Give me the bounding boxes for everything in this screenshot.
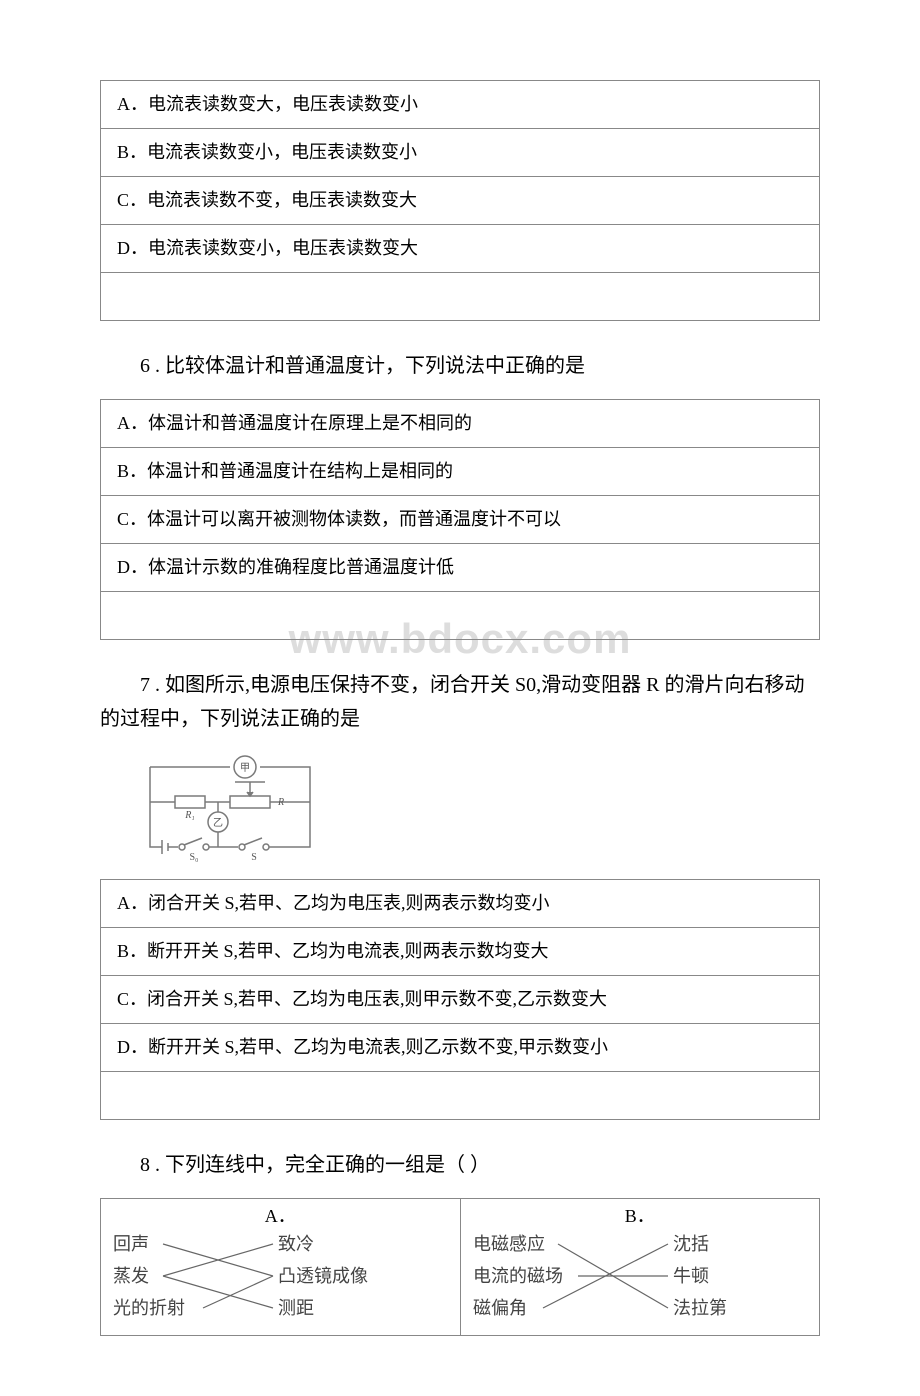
q5-options-table: A．电流表读数变大，电压表读数变小 B．电流表读数变小，电压表读数变小 C．电流… bbox=[100, 80, 820, 321]
q7-empty-row bbox=[101, 1072, 820, 1120]
circuit-svg: 甲 乙 R₁ R S₀ S bbox=[130, 752, 330, 862]
q6-option-a: A．体温计和普通温度计在原理上是不相同的 bbox=[101, 400, 820, 448]
q6-options-table: A．体温计和普通温度计在原理上是不相同的 B．体温计和普通温度计在结构上是相同的… bbox=[100, 399, 820, 640]
q8a-l0: 回声 bbox=[113, 1234, 149, 1254]
q8-b-diagram: 电磁感应 电流的磁场 磁偏角 沈括 牛顿 法拉第 bbox=[473, 1230, 763, 1322]
q8-a-label: A． bbox=[113, 1205, 448, 1228]
q6-option-c: C．体温计可以离开被测物体读数，而普通温度计不可以 bbox=[101, 496, 820, 544]
q8a-l1: 蒸发 bbox=[113, 1266, 149, 1286]
q6-empty-row bbox=[101, 592, 820, 640]
q8b-l0: 电磁感应 bbox=[473, 1234, 545, 1254]
q6-option-d: D．体温计示数的准确程度比普通温度计低 bbox=[101, 544, 820, 592]
q8b-r2: 法拉第 bbox=[673, 1298, 727, 1318]
q5-empty-row bbox=[101, 273, 820, 321]
q7-option-a: A．闭合开关 S,若甲、乙均为电压表,则两表示数均变小 bbox=[101, 880, 820, 928]
q7-stem: 7 . 如图所示,电源电压保持不变，闭合开关 S0,滑动变阻器 R 的滑片向右移… bbox=[100, 668, 820, 736]
q5-option-c: C．电流表读数不变，电压表读数变大 bbox=[101, 177, 820, 225]
q8-a-diagram: 回声 蒸发 光的折射 致冷 凸透镜成像 测距 bbox=[113, 1230, 403, 1322]
q8-cell-b: B． 电磁感应 电流的磁场 磁偏角 沈括 牛顿 法拉第 bbox=[460, 1199, 820, 1336]
q8-stem: 8 . 下列连线中，完全正确的一组是（ ） bbox=[100, 1148, 820, 1182]
q7-option-b: B．断开开关 S,若甲、乙均为电流表,则两表示数均变大 bbox=[101, 928, 820, 976]
q8-b-label: B． bbox=[473, 1205, 808, 1228]
q8a-r0: 致冷 bbox=[278, 1234, 314, 1254]
q5-option-b: B．电流表读数变小，电压表读数变小 bbox=[101, 129, 820, 177]
q6-option-b: B．体温计和普通温度计在结构上是相同的 bbox=[101, 448, 820, 496]
q8a-r2: 测距 bbox=[278, 1298, 314, 1318]
q5-option-a: A．电流表读数变大，电压表读数变小 bbox=[101, 81, 820, 129]
q8b-l1: 电流的磁场 bbox=[473, 1266, 563, 1286]
q5-option-d: D．电流表读数变小，电压表读数变大 bbox=[101, 225, 820, 273]
s0-label: S₀ bbox=[189, 852, 199, 862]
meter-yi-label: 乙 bbox=[213, 817, 223, 829]
q8b-r1: 牛顿 bbox=[673, 1266, 709, 1286]
q8b-l2: 磁偏角 bbox=[473, 1298, 527, 1318]
q8-cell-a: A． 回声 蒸发 光的折射 致冷 凸透镜成像 测距 bbox=[101, 1199, 461, 1336]
q8a-l2: 光的折射 bbox=[113, 1298, 185, 1318]
q6-stem: 6 . 比较体温计和普通温度计，下列说法中正确的是 bbox=[100, 349, 820, 383]
q7-options-table: A．闭合开关 S,若甲、乙均为电压表,则两表示数均变小 B．断开开关 S,若甲、… bbox=[100, 879, 820, 1120]
r1-label: R₁ bbox=[184, 810, 195, 821]
q7-option-c: C．闭合开关 S,若甲、乙均为电压表,则甲示数不变,乙示数变大 bbox=[101, 976, 820, 1024]
q7-circuit-diagram: 甲 乙 R₁ R S₀ S bbox=[130, 752, 820, 867]
s-label: S bbox=[251, 852, 257, 862]
q8b-r0: 沈括 bbox=[673, 1234, 709, 1254]
q8-matching-table: A． 回声 蒸发 光的折射 致冷 凸透镜成像 测距 bbox=[100, 1198, 820, 1336]
meter-jia-label: 甲 bbox=[240, 763, 250, 774]
page-content: A．电流表读数变大，电压表读数变小 B．电流表读数变小，电压表读数变小 C．电流… bbox=[100, 80, 820, 1336]
q7-option-d: D．断开开关 S,若甲、乙均为电流表,则乙示数不变,甲示数变小 bbox=[101, 1024, 820, 1072]
r-label: R bbox=[277, 797, 284, 808]
q8a-r1: 凸透镜成像 bbox=[278, 1266, 368, 1286]
